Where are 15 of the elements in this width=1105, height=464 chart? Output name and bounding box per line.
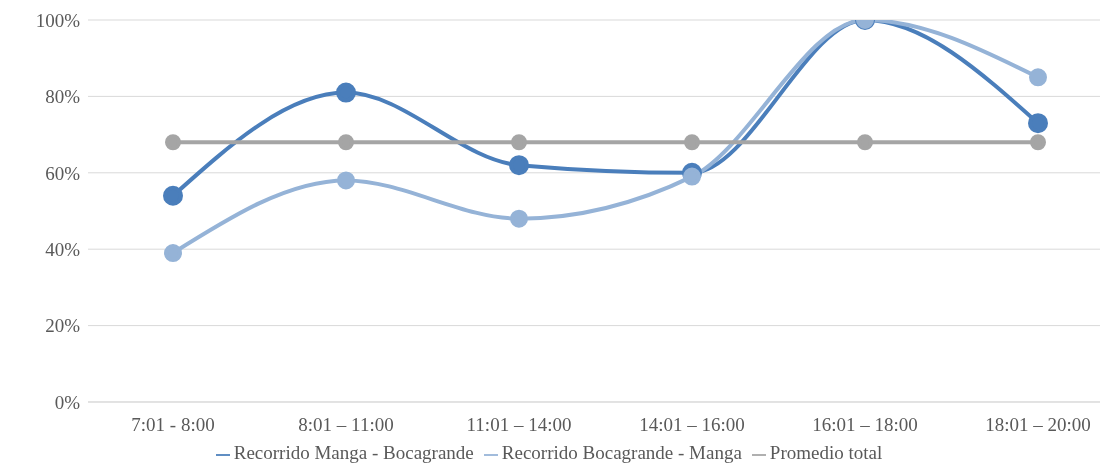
x-tick-label: 11:01 – 14:00 [466,414,572,436]
legend-label: Promedio total [769,442,883,463]
y-tick-label: 60% [45,162,81,184]
legend-label: Recorrido Bocagrande - Manga [501,442,742,463]
y-tick-label: 80% [45,86,81,108]
x-tick-label: 14:01 – 16:00 [639,414,745,436]
y-tick-label: 0% [54,391,81,413]
x-tick-label: 8:01 – 11:00 [298,414,394,436]
y-tick-label: 100% [35,9,81,31]
x-tick-label: 7:01 - 8:00 [131,414,215,436]
y-tick-label: 40% [45,238,81,260]
legend-label: Recorrido Manga - Bocagrande [233,442,474,463]
y-tick-label: 20% [45,315,81,337]
x-tick-label: 16:01 – 18:00 [812,414,918,436]
x-tick-label: 18:01 – 20:00 [985,414,1091,436]
